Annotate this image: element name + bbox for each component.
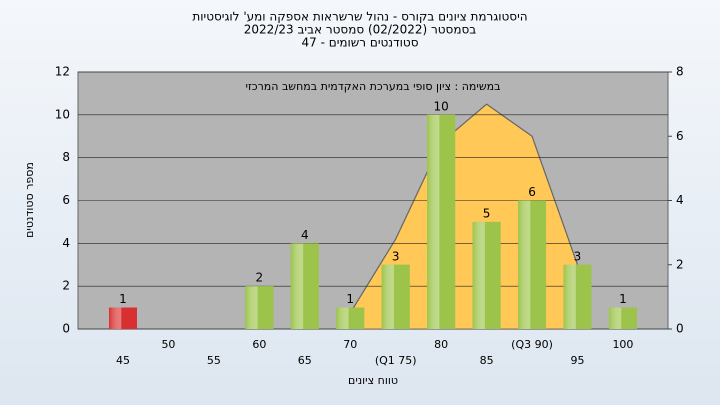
x-tick-label: 50 [161, 338, 175, 351]
chart-title: היסטוגרמת ציונים בקורס - נהול שרשראות אס… [192, 10, 527, 24]
value-label: 6 [528, 185, 536, 199]
annotation: במשימה : ציון סופי במערכת האקדמית במחשב … [246, 80, 501, 93]
bar [472, 221, 501, 329]
y-tick-label: 2 [62, 279, 70, 293]
y-tick-label: 0 [62, 322, 70, 336]
y2-tick-label: 0 [676, 322, 684, 336]
y-tick-label: 6 [62, 193, 70, 207]
x-tick-label: 65 [298, 354, 312, 367]
x-tick-label: 55 [207, 354, 221, 367]
y-tick-label: 8 [62, 150, 70, 164]
value-label: 1 [619, 292, 627, 306]
y-axis-label: מספר סטודנטים [23, 162, 36, 238]
chart-subtitle: סטודנטים רשומים - 47 [301, 36, 418, 50]
x-tick-label: 45 [116, 354, 130, 367]
y2-tick-label: 6 [676, 129, 684, 143]
x-tick-label: 85 [480, 354, 494, 367]
y2-tick-label: 8 [676, 65, 684, 79]
y-tick-label: 4 [62, 236, 70, 250]
x-tick-label: 70 [343, 338, 357, 351]
value-label: 3 [574, 249, 582, 263]
y-tick-label: 10 [55, 107, 70, 121]
x-tick-label: (Q1 75) [375, 354, 417, 367]
value-label: 4 [301, 228, 309, 242]
bar [563, 264, 592, 329]
bar [336, 307, 365, 329]
value-label: 10 [434, 99, 449, 113]
chart-subtitle: בסמסטר (02/2022) סמסטר אביב 2022/23 [244, 23, 476, 37]
x-tick-label: 60 [252, 338, 266, 351]
bar [381, 264, 410, 329]
y2-tick-label: 2 [676, 257, 684, 271]
x-tick-label: 95 [571, 354, 585, 367]
bar [427, 114, 456, 329]
value-label: 1 [119, 292, 127, 306]
x-tick-label: (Q3 90) [511, 338, 553, 351]
bar [518, 200, 547, 329]
x-tick-label: 80 [434, 338, 448, 351]
x-axis-label: טווח ציונים [348, 374, 398, 387]
y2-tick-label: 4 [676, 193, 684, 207]
bar [608, 307, 637, 329]
value-label: 5 [483, 206, 491, 220]
bar [109, 307, 137, 329]
bar [290, 243, 319, 329]
bar [245, 286, 274, 329]
y-tick-label: 12 [55, 65, 70, 79]
x-tick-label: 100 [612, 338, 633, 351]
value-label: 3 [392, 249, 400, 263]
value-label: 1 [346, 292, 354, 306]
value-label: 2 [256, 271, 264, 285]
